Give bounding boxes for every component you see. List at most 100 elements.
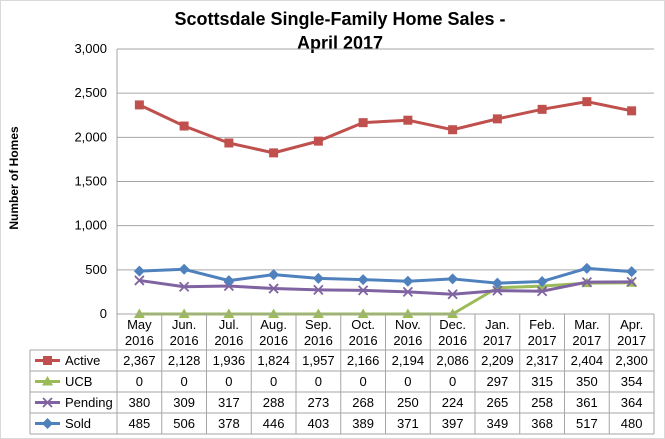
x-category-label: Jun. [172, 317, 197, 332]
data-label-sold: 371 [397, 416, 419, 431]
x-category-label: Sep. [305, 317, 332, 332]
x-category-year: 2016 [170, 333, 199, 348]
data-label-pending: 224 [442, 395, 464, 410]
data-label-active: 1,936 [213, 353, 246, 368]
data-label-pending: 273 [308, 395, 330, 410]
series-ucb [133, 277, 638, 318]
data-point-pending [357, 285, 369, 296]
data-point-pending [313, 284, 324, 296]
data-label-ucb: 354 [621, 374, 643, 389]
data-point-active [224, 138, 234, 148]
data-label-sold: 368 [531, 416, 553, 431]
data-label-ucb: 350 [576, 374, 598, 389]
data-label-pending: 265 [487, 395, 509, 410]
data-point-ucb [178, 308, 190, 318]
data-label-sold: 389 [352, 416, 374, 431]
data-label-active: 1,957 [302, 353, 335, 368]
x-category-label: Aug. [260, 317, 287, 332]
data-label-sold: 446 [263, 416, 285, 431]
x-category-label: Jan. [485, 317, 510, 332]
y-tick-label: 1,000 [74, 218, 107, 233]
data-label-ucb: 0 [136, 374, 143, 389]
x-category-year: 2016 [304, 333, 333, 348]
data-point-ucb [447, 308, 459, 318]
data-point-sold [178, 263, 190, 275]
x-category-year: 2016 [125, 333, 154, 348]
data-label-ucb: 0 [360, 374, 367, 389]
x-category-year: 2016 [349, 333, 378, 348]
data-label-active: 2,317 [526, 353, 559, 368]
data-point-active [313, 136, 323, 146]
legend-label-active: Active [65, 353, 100, 368]
data-point-ucb [268, 308, 280, 318]
data-label-pending: 309 [173, 395, 195, 410]
data-label-active: 1,824 [257, 353, 290, 368]
x-category-label: Oct. [351, 317, 375, 332]
data-point-sold [402, 275, 414, 287]
data-point-sold [312, 272, 324, 284]
data-label-pending: 258 [531, 395, 553, 410]
data-point-active [134, 100, 144, 110]
x-category-year: 2017 [483, 333, 512, 348]
data-point-pending [536, 286, 548, 297]
x-category-year: 2016 [393, 333, 422, 348]
data-point-sold [491, 277, 503, 289]
data-point-sold [536, 275, 548, 287]
data-label-active: 2,166 [347, 353, 380, 368]
data-label-ucb: 0 [181, 374, 188, 389]
data-point-pending [447, 289, 458, 300]
data-point-ucb [402, 308, 414, 318]
x-category-label: Nov. [395, 317, 421, 332]
x-category-year: 2016 [438, 333, 467, 348]
data-point-ucb [133, 308, 145, 318]
x-category-label: Mar. [574, 317, 599, 332]
x-category-year: 2016 [214, 333, 243, 348]
data-point-active [269, 148, 279, 158]
data-point-sold [626, 266, 638, 278]
data-label-pending: 317 [218, 395, 240, 410]
data-point-active [582, 97, 592, 107]
y-tick-label: 2,500 [74, 85, 107, 100]
legend-key-sold [35, 418, 60, 429]
data-point-pending [492, 285, 503, 296]
y-tick-label: 3,000 [74, 41, 107, 56]
x-category-year: 2017 [528, 333, 557, 348]
data-point-sold [133, 265, 145, 277]
legend-label-sold: Sold [65, 416, 91, 431]
data-label-ucb: 0 [225, 374, 232, 389]
y-tick-label: 1,500 [74, 174, 107, 189]
data-label-pending: 364 [621, 395, 643, 410]
data-label-sold: 349 [487, 416, 509, 431]
data-label-ucb: 0 [449, 374, 456, 389]
data-label-active: 2,404 [571, 353, 604, 368]
data-label-sold: 480 [621, 416, 643, 431]
legend-key-active [35, 356, 60, 365]
data-label-sold: 517 [576, 416, 598, 431]
y-tick-label: 2,000 [74, 129, 107, 144]
data-point-sold [223, 275, 235, 287]
data-label-pending: 288 [263, 395, 285, 410]
y-tick-labels: 0 500 1,000 1,500 2,000 2,500 3,000 [74, 41, 107, 321]
data-label-active: 2,300 [615, 353, 648, 368]
data-point-pending [178, 281, 190, 292]
x-category-label: Dec. [439, 317, 466, 332]
data-point-pending [268, 283, 279, 294]
legend-label-pending: Pending [65, 395, 113, 410]
data-point-sold [357, 274, 369, 286]
data-point-sold [447, 273, 459, 285]
data-point-active [627, 106, 637, 116]
data-point-pending [626, 276, 637, 287]
legend-key-ucb [35, 376, 60, 386]
data-point-active [492, 114, 502, 124]
data-point-pending [581, 276, 593, 288]
data-label-sold: 403 [308, 416, 330, 431]
data-label-sold: 378 [218, 416, 240, 431]
data-point-pending [402, 286, 414, 298]
data-label-active: 2,128 [168, 353, 201, 368]
x-category-label: Jul. [219, 317, 239, 332]
data-point-active [403, 115, 413, 125]
chart-title-line-2: April 2017 [297, 33, 383, 53]
data-label-active: 2,367 [123, 353, 156, 368]
data-table: May2016Jun.2016Jul.2016Aug.2016Sep.2016O… [29, 313, 655, 435]
